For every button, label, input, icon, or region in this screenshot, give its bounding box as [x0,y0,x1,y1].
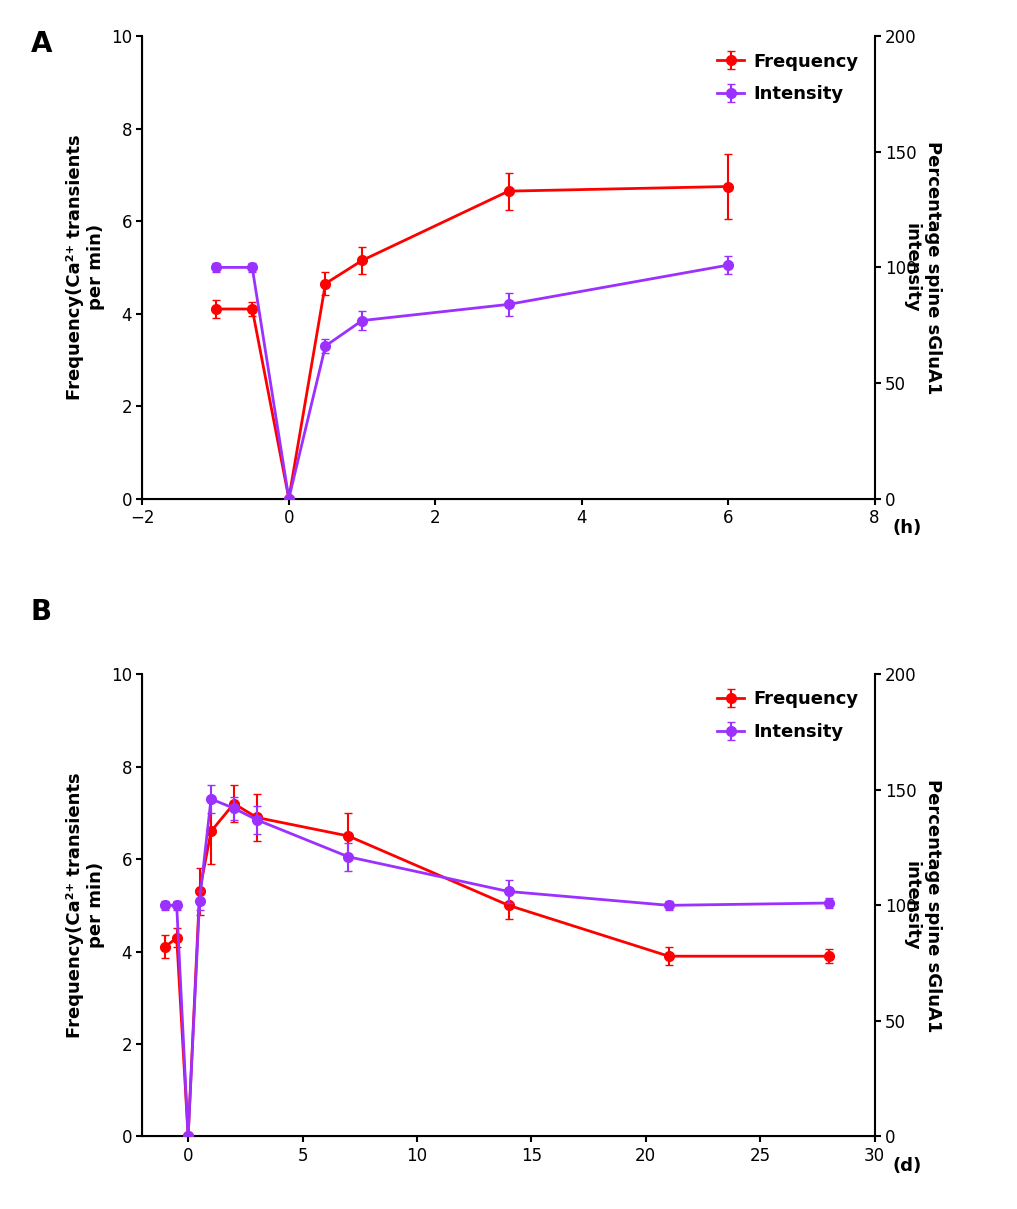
Text: B: B [31,598,52,626]
Legend: Frequency, Intensity: Frequency, Intensity [710,45,865,110]
Y-axis label: Percentage spine sGluA1
intensity: Percentage spine sGluA1 intensity [903,779,942,1032]
Y-axis label: Frequency(Ca²⁺ transients
per min): Frequency(Ca²⁺ transients per min) [66,134,106,400]
Y-axis label: Frequency(Ca²⁺ transients
per min): Frequency(Ca²⁺ transients per min) [66,773,106,1039]
Text: A: A [31,30,52,58]
Legend: Frequency, Intensity: Frequency, Intensity [710,683,865,748]
X-axis label: (h): (h) [893,520,922,537]
X-axis label: (d): (d) [893,1157,922,1175]
Y-axis label: Percentage spine sGluA1
intensity: Percentage spine sGluA1 intensity [903,140,942,394]
